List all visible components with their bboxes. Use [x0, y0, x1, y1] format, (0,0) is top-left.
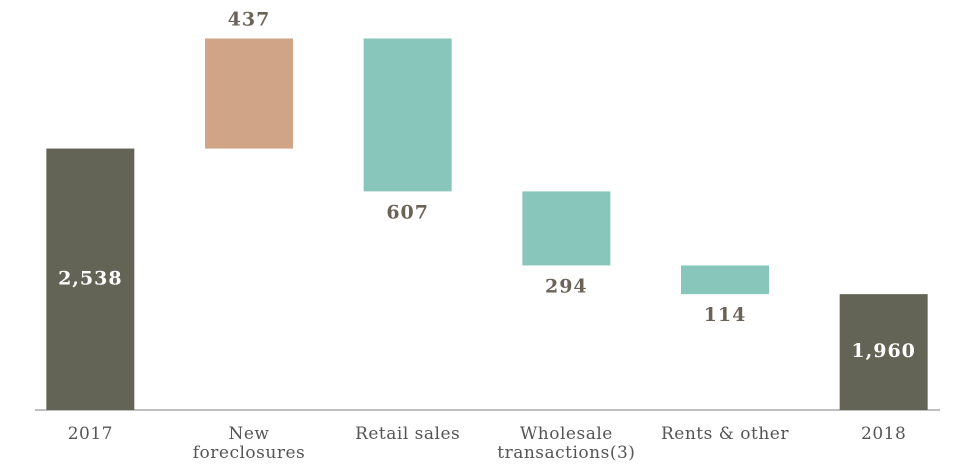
bar: [205, 38, 293, 149]
x-tick-label: 2017: [67, 424, 113, 444]
x-tick-label: Wholesale transactions(3): [497, 424, 636, 463]
x-tick-label: Rents & other: [660, 424, 789, 444]
bar: [681, 265, 769, 295]
x-tick-label: New foreclosures: [192, 424, 306, 463]
bar: [363, 38, 452, 192]
bar: [522, 191, 611, 266]
value-label: 1,960: [851, 340, 916, 362]
bar: [839, 294, 928, 410]
bar: [46, 148, 135, 410]
value-label: 437: [228, 8, 271, 30]
value-label: 294: [545, 275, 588, 297]
value-label: 607: [386, 201, 429, 223]
x-tick-label: Retail sales: [355, 424, 461, 444]
value-label: 114: [704, 304, 747, 326]
x-tick-label: 2018: [861, 424, 907, 444]
value-label: 2,538: [58, 267, 123, 289]
